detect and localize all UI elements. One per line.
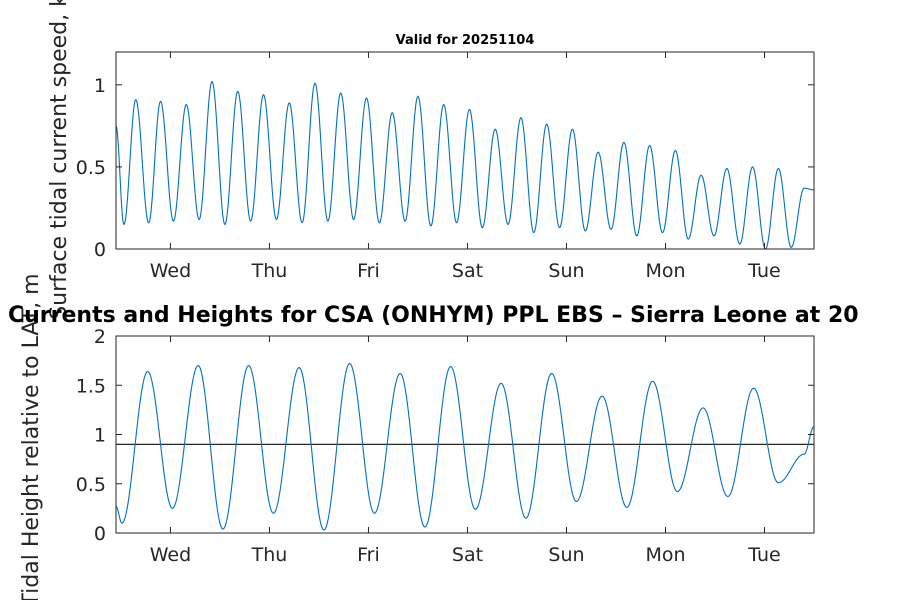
height-y-tick-label: 1.5 — [76, 375, 106, 397]
height-x-tick-label: Mon — [645, 544, 685, 566]
current-y-ticks: 00.51 — [76, 75, 814, 261]
current-x-ticks: Wed Thu Fri Sat Sun Mon Tue — [150, 52, 781, 282]
height-x-tick-label: Thu — [251, 544, 288, 566]
figure-main-title: Currents and Heights for CSA (ONHYM) PPL… — [8, 303, 859, 328]
height-y-ticks: 0 0.5 1 1.5 2 — [76, 326, 814, 545]
height-x-tick-label: Tue — [747, 544, 780, 566]
current-chart-title: Valid for 20251104 — [396, 33, 535, 48]
current-x-tick-label: Thu — [251, 260, 288, 282]
height-axes-box — [115, 335, 815, 534]
height-x-ticks: Wed Thu Fri Sat Sun Mon Tue — [150, 336, 781, 566]
current-x-tick-label: Tue — [747, 260, 780, 282]
height-y-axis-label: Tidal Height relative to LAT, m — [19, 273, 44, 600]
current-y-axis-label: Surface tidal current speed, kn — [47, 0, 72, 320]
height-y-tick-label: 1 — [94, 425, 106, 447]
current-y-tick-label: 1 — [94, 75, 106, 97]
height-series-line-0 — [115, 362, 815, 531]
height-x-tick-label: Sat — [452, 544, 483, 566]
current-plot-area — [115, 80, 815, 250]
height-plot-area — [115, 362, 815, 531]
height-y-tick-label: 2 — [94, 326, 106, 348]
current-y-tick-label: 0.5 — [76, 157, 106, 179]
current-y-tick-label: 0 — [94, 239, 106, 261]
current-x-tick-label: Wed — [150, 260, 191, 282]
current-x-tick-label: Fri — [357, 260, 380, 282]
height-y-tick-label: 0 — [94, 523, 106, 545]
current-x-tick-label: Sat — [452, 260, 483, 282]
height-y-tick-label: 0.5 — [76, 474, 106, 496]
height-x-tick-label: Fri — [357, 544, 380, 566]
current-speed-panel: Valid for 20251104 00.51 Wed Thu Fri Sat Sun… — [47, 0, 815, 320]
current-x-tick-label: Mon — [645, 260, 685, 282]
height-x-tick-label: Wed — [150, 544, 191, 566]
tidal-height-panel: 0 0.5 1 1.5 2 Wed Thu Fri Sat Sun Mon Tue Tidal He… — [19, 273, 815, 600]
current-axes-box — [115, 51, 815, 250]
current-x-tick-label: Sun — [548, 260, 584, 282]
height-x-tick-label: Sun — [548, 544, 584, 566]
current-series-line-0 — [115, 80, 815, 250]
